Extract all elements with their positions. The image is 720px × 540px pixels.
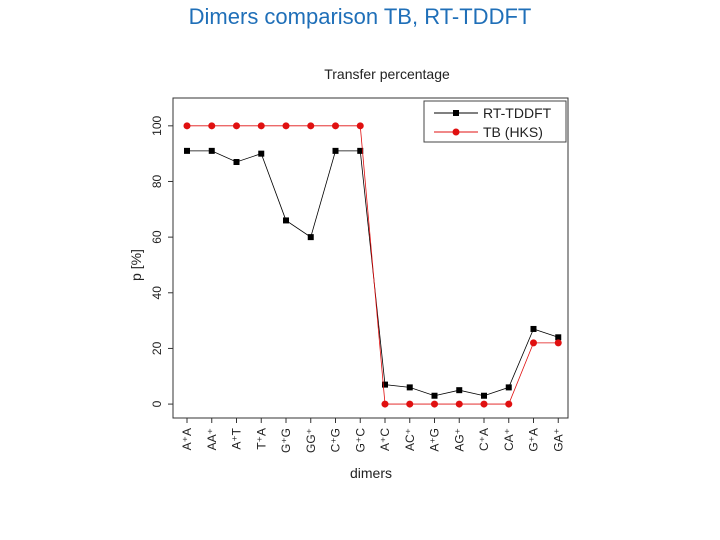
data-point-tb-hks bbox=[282, 122, 290, 130]
data-point-rt-tddft bbox=[233, 159, 240, 165]
x-tick-label: G⁺C bbox=[353, 428, 367, 453]
data-point-rt-tddft bbox=[184, 147, 190, 154]
x-tick-label: AG⁺ bbox=[452, 428, 466, 452]
x-tick-label: G⁺A bbox=[527, 428, 541, 452]
legend-marker-tb-hks bbox=[452, 128, 460, 136]
x-tick-label: CA⁺ bbox=[502, 428, 516, 451]
data-point-tb-hks bbox=[455, 400, 463, 408]
x-tick-label: A⁺G bbox=[428, 428, 442, 452]
x-tick-label: G⁺G bbox=[279, 428, 293, 453]
data-point-rt-tddft bbox=[332, 147, 339, 154]
data-point-rt-tddft bbox=[283, 217, 289, 224]
data-point-tb-hks bbox=[431, 400, 438, 408]
y-axis: 0 20 40 60 80 100 bbox=[150, 115, 173, 407]
series-line-tb-hks bbox=[187, 125, 559, 405]
x-tick-label: C⁺A bbox=[477, 428, 491, 451]
x-tick-label: T⁺A bbox=[254, 428, 268, 450]
data-point-tb-hks bbox=[530, 339, 537, 347]
x-tick-label: A⁺A bbox=[180, 428, 194, 450]
data-point-rt-tddft bbox=[530, 325, 537, 332]
data-point-tb-hks bbox=[208, 122, 216, 130]
data-point-tb-hks bbox=[307, 122, 315, 130]
x-axis-label: dimers bbox=[350, 465, 392, 481]
legend: RT-TDDFT TB (HKS) bbox=[423, 100, 567, 143]
x-tick-label: GG⁺ bbox=[304, 428, 318, 453]
data-point-rt-tddft bbox=[208, 147, 215, 154]
data-point-rt-tddft bbox=[307, 234, 314, 241]
data-point-tb-hks bbox=[554, 339, 562, 347]
y-tick-label: 60 bbox=[150, 230, 164, 244]
x-tick-label: A⁺T bbox=[230, 427, 244, 449]
legend-label-tb-hks: TB (HKS) bbox=[483, 124, 543, 140]
legend-label-rt-tddft: RT-TDDFT bbox=[483, 105, 552, 121]
data-point-rt-tddft bbox=[258, 150, 265, 157]
data-point-tb-hks bbox=[356, 122, 364, 130]
y-tick-label: 0 bbox=[150, 400, 164, 407]
y-tick-label: 20 bbox=[150, 341, 164, 355]
x-tick-label: GA⁺ bbox=[551, 428, 565, 452]
series-layer bbox=[183, 122, 562, 408]
legend-box bbox=[423, 100, 567, 143]
y-tick-label: 100 bbox=[150, 115, 164, 135]
data-point-tb-hks bbox=[233, 122, 240, 130]
plot-frame bbox=[172, 97, 569, 419]
series-line-rt-tddft bbox=[187, 150, 559, 397]
data-point-tb-hks bbox=[257, 122, 265, 130]
data-point-rt-tddft bbox=[456, 387, 463, 394]
legend-marker-rt-tddft bbox=[453, 110, 459, 116]
data-point-tb-hks bbox=[381, 400, 389, 408]
y-tick-label: 80 bbox=[150, 174, 164, 188]
x-tick-label: A⁺C bbox=[378, 428, 392, 451]
data-point-rt-tddft bbox=[357, 147, 364, 154]
data-point-tb-hks bbox=[183, 122, 191, 130]
data-point-rt-tddft bbox=[555, 334, 562, 341]
data-point-rt-tddft bbox=[382, 381, 388, 388]
y-tick-label: 40 bbox=[150, 286, 164, 300]
y-axis-label: p [%] bbox=[128, 249, 144, 281]
data-point-rt-tddft bbox=[481, 392, 487, 399]
x-axis: A⁺A AA⁺ A⁺T T⁺A G⁺G GG⁺ C⁺G G⁺C A⁺C AC⁺ A⁺G AG⁺ C⁺A C… bbox=[180, 418, 565, 453]
x-tick-label: AA⁺ bbox=[205, 428, 219, 450]
data-point-rt-tddft bbox=[406, 384, 413, 391]
chart-title: Transfer percentage bbox=[324, 66, 450, 82]
data-point-tb-hks bbox=[332, 122, 339, 130]
data-point-tb-hks bbox=[480, 400, 488, 408]
data-point-rt-tddft bbox=[431, 392, 438, 399]
data-point-tb-hks bbox=[505, 400, 513, 408]
data-point-tb-hks bbox=[406, 400, 414, 408]
x-tick-label: C⁺G bbox=[329, 428, 343, 452]
x-tick-label: AC⁺ bbox=[403, 428, 417, 451]
slide-title: Dimers comparison TB, RT-TDDFT bbox=[188, 4, 532, 29]
data-point-rt-tddft bbox=[505, 384, 512, 391]
